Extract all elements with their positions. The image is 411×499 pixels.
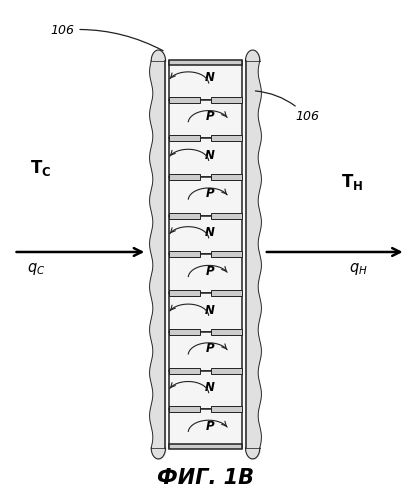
Text: N: N xyxy=(205,303,215,316)
Bar xyxy=(169,293,242,332)
Bar xyxy=(211,406,242,412)
Text: $\mathbf{T_H}$: $\mathbf{T_H}$ xyxy=(341,173,364,193)
Bar xyxy=(169,213,200,219)
Bar xyxy=(169,371,242,409)
Bar xyxy=(169,368,200,374)
Bar xyxy=(169,177,242,216)
Text: N: N xyxy=(205,226,215,239)
Text: P: P xyxy=(205,110,214,123)
Bar xyxy=(211,135,242,141)
Bar xyxy=(169,406,200,412)
Text: N: N xyxy=(205,381,215,394)
Bar xyxy=(169,216,242,254)
Bar xyxy=(169,254,242,293)
Bar xyxy=(169,444,242,449)
Text: 106: 106 xyxy=(255,91,319,123)
Bar xyxy=(211,97,242,103)
Bar xyxy=(169,138,242,177)
Text: P: P xyxy=(205,265,214,278)
Bar xyxy=(211,368,242,374)
Bar xyxy=(169,174,200,180)
Text: ФИГ. 1В: ФИГ. 1В xyxy=(157,468,254,488)
Text: P: P xyxy=(205,188,214,201)
Bar xyxy=(169,97,200,103)
Text: N: N xyxy=(205,71,215,84)
Text: N: N xyxy=(205,149,215,162)
Bar xyxy=(169,100,242,138)
Bar xyxy=(169,329,200,335)
Bar xyxy=(169,290,200,296)
Bar xyxy=(169,60,242,65)
Text: $\mathbf{T_C}$: $\mathbf{T_C}$ xyxy=(30,158,51,178)
Text: $q_H$: $q_H$ xyxy=(349,261,368,277)
Polygon shape xyxy=(150,61,166,448)
Text: 106: 106 xyxy=(51,23,163,51)
Bar xyxy=(211,290,242,296)
Text: $q_C$: $q_C$ xyxy=(27,261,45,277)
Bar xyxy=(169,332,242,371)
Bar xyxy=(169,251,200,257)
Bar xyxy=(211,329,242,335)
Text: P: P xyxy=(205,342,214,355)
Polygon shape xyxy=(245,61,261,448)
Bar xyxy=(169,135,200,141)
Bar xyxy=(211,213,242,219)
Bar xyxy=(169,409,242,448)
Bar xyxy=(169,61,242,100)
Bar xyxy=(211,174,242,180)
Bar xyxy=(211,251,242,257)
Text: P: P xyxy=(205,420,214,433)
